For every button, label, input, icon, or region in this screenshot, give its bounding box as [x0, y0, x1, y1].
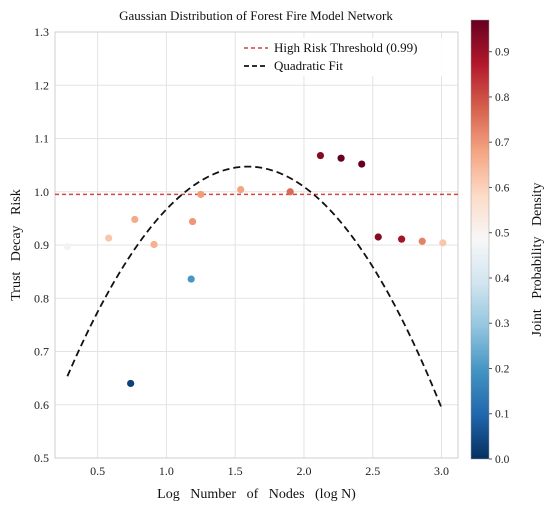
- data-point: [187, 275, 195, 283]
- legend: High Risk Threshold (0.99) Quadratic Fit: [238, 38, 454, 76]
- x-tick-label: 0.5: [90, 464, 105, 478]
- data-point: [439, 239, 447, 247]
- data-point: [286, 188, 294, 196]
- data-point: [358, 160, 366, 168]
- x-tick-label: 3.0: [434, 464, 449, 478]
- plot-frame: [54, 31, 459, 459]
- colorbar: [470, 19, 490, 460]
- y-tick-label: 0.6: [34, 398, 49, 412]
- colorbar-tick-label: 0.1: [495, 409, 510, 421]
- colorbar-tick-label: 0.4: [495, 273, 510, 285]
- colorbar-ticks: 0.0 0.1 0.2 0.3 0.4 0.5 0.6 0.7 0.8 0.9: [489, 47, 510, 466]
- colorbar-tick-label: 0.5: [495, 228, 510, 240]
- colorbar-tick-label: 0.6: [495, 182, 510, 194]
- colorbar-tick-label: 0.9: [495, 47, 510, 59]
- x-axis-label: Log Number of Nodes (log N): [157, 487, 356, 502]
- data-point: [398, 235, 406, 243]
- y-tick-label: 0.8: [34, 291, 49, 305]
- y-tick-label: 0.9: [34, 238, 49, 252]
- data-point: [374, 233, 382, 241]
- legend-fit-label: Quadratic Fit: [274, 58, 343, 73]
- y-tick-label: 1.2: [34, 78, 49, 92]
- colorbar-tick-label: 0.0: [495, 454, 510, 466]
- data-point: [418, 237, 426, 245]
- y-axis-label: Trust Decay Risk: [9, 189, 24, 301]
- x-tick-label: 1.0: [159, 464, 174, 478]
- grid: [55, 31, 458, 459]
- quadratic-fit-curve: [66, 165, 443, 409]
- y-tick-label: 1.0: [34, 185, 49, 199]
- colorbar-tick-label: 0.3: [495, 318, 510, 330]
- x-tick-label: 2.0: [296, 464, 311, 478]
- legend-threshold-label: High Risk Threshold (0.99): [274, 40, 417, 55]
- y-tick-label: 0.7: [34, 345, 49, 359]
- colorbar-tick-label: 0.8: [495, 92, 510, 104]
- y-tick-label: 1.3: [34, 25, 49, 39]
- legend-box: [238, 38, 454, 76]
- colorbar-label: Joint Probability Density: [530, 183, 545, 337]
- data-point: [63, 242, 71, 251]
- data-point: [197, 190, 205, 199]
- colorbar-tick-label: 0.2: [495, 363, 510, 375]
- x-tick-label: 2.5: [365, 464, 380, 478]
- y-tick-label: 1.1: [34, 132, 49, 146]
- x-axis-ticks: 0.5 1.0 1.5 2.0 2.5 3.0: [90, 464, 449, 478]
- y-tick-label: 0.5: [34, 451, 49, 465]
- data-point: [127, 379, 135, 388]
- colorbar-tick-label: 0.7: [495, 137, 510, 149]
- data-point: [237, 186, 245, 194]
- data-point: [337, 154, 345, 162]
- chart-title: Gaussian Distribution of Forest Fire Mod…: [119, 8, 393, 23]
- x-tick-label: 1.5: [228, 464, 243, 478]
- scatter-points: [63, 151, 447, 388]
- data-point: [105, 234, 113, 242]
- y-axis-ticks: 0.5 0.6 0.7 0.8 0.9 1.0 1.1 1.2 1.3: [34, 25, 49, 465]
- data-point: [316, 151, 325, 160]
- data-point: [131, 215, 139, 224]
- data-point: [188, 217, 197, 226]
- data-point: [150, 240, 158, 249]
